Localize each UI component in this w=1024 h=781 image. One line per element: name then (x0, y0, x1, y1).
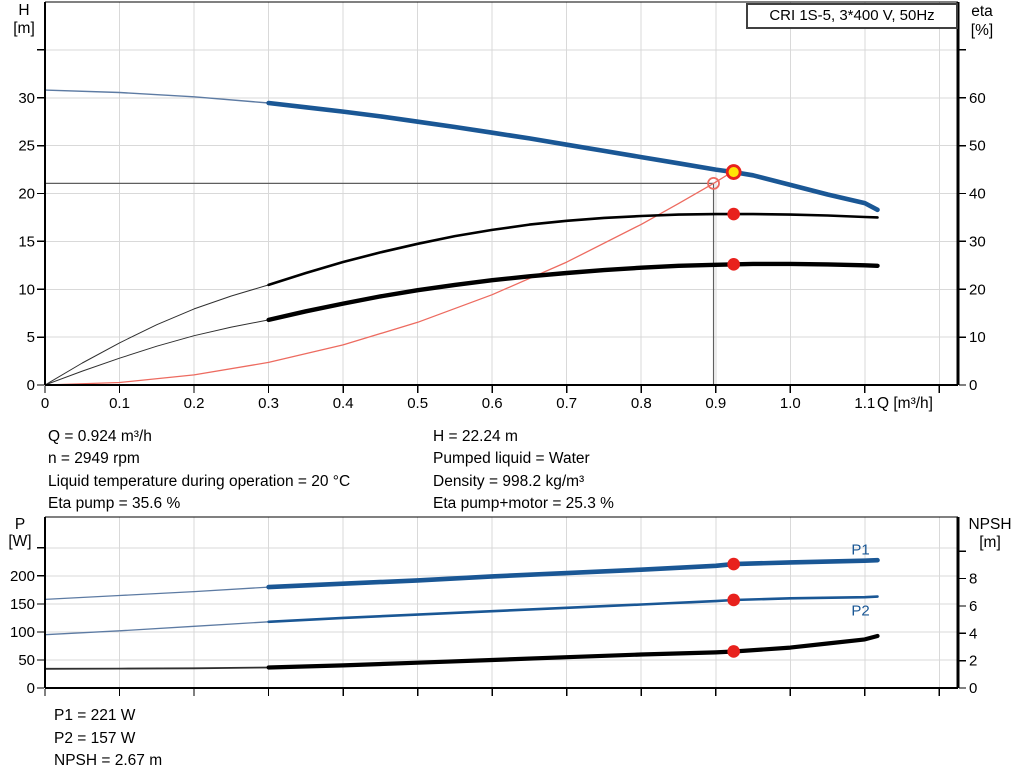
annotation-line: Eta pump+motor = 25.3 % (433, 495, 614, 513)
right-tick-label: 50 (969, 138, 986, 155)
pump-title: CRI 1S-5, 3*400 V, 50Hz (769, 7, 935, 24)
annotation-line: Eta pump = 35.6 % (48, 495, 181, 513)
eta-pump-motor-point (727, 258, 740, 271)
q-axis-label: Q [m³/h] (877, 395, 933, 412)
bottom-chart: 0 50 100 150 200 0 2 4 6 8 P1 P2 (10, 516, 977, 697)
left-tick-label: 0 (27, 680, 35, 697)
right-tick-label: 0 (969, 377, 977, 394)
top-grid (45, 2, 958, 385)
left-tick-label: 15 (18, 233, 35, 250)
annotation-line: H = 22.24 m (433, 428, 518, 445)
npsh-axis-name: NPSH (968, 516, 1012, 533)
eta-axis-name: eta (971, 3, 993, 20)
right-tick-label: 4 (969, 625, 977, 642)
pump-title-box: CRI 1S-5, 3*400 V, 50Hz (746, 3, 958, 29)
left-tick-label: 100 (10, 624, 35, 641)
eta-pump-extended (44, 284, 270, 386)
p1-curve-label: P1 (851, 542, 869, 559)
pump-curve-extended (44, 89, 270, 104)
right-tick-label: 60 (969, 90, 986, 107)
annotation-line: Q = 0.924 m³/h (48, 428, 152, 445)
x-tick-label: 1.0 (780, 395, 801, 412)
annotation-line: P1 = 221 W (54, 707, 136, 724)
left-tick-label: 50 (18, 652, 35, 669)
p1-extended (44, 586, 270, 601)
x-tick-label: 0.4 (333, 395, 354, 412)
left-tick-label: 20 (18, 186, 35, 203)
p-axis-name: P (14, 516, 26, 533)
x-tick-label: 0.7 (556, 395, 577, 412)
x-tick-label: 0.5 (407, 395, 428, 412)
left-tick-label: 150 (10, 596, 35, 613)
npsh-point (727, 645, 740, 658)
p2-curve (267, 595, 879, 624)
top-chart: 0 0.1 0.2 0.3 0.4 0.5 0.6 0.7 0.8 0.9 1.0 1.1 0 5 10 15… (18, 1, 986, 412)
h-axis-unit: [m] (13, 20, 35, 37)
eta-axis-unit: [%] (970, 22, 994, 39)
right-tick-label: 40 (969, 186, 986, 203)
bottom-frame (37, 516, 966, 696)
eta-pump-curve (267, 212, 879, 287)
right-tick-label: 0 (969, 680, 977, 697)
annotation-line: Liquid temperature during operation = 20… (48, 472, 351, 490)
x-tick-label: 1.1 (854, 395, 875, 412)
pump-curve (266, 100, 880, 213)
x-tick-label: 0.2 (184, 395, 205, 412)
right-tick-label: 30 (969, 233, 986, 250)
power-annotations: P1 = 221 W P2 = 157 W NPSH = 2.67 m (54, 705, 162, 773)
x-tick-label: 0.1 (109, 395, 130, 412)
left-tick-label: 25 (18, 138, 35, 155)
duty-annotations-right: H = 22.24 m Pumped liquid = Water Density … (433, 426, 614, 516)
annotation-line: n = 2949 rpm (48, 450, 140, 468)
annotation-line: NPSH = 2.67 m (54, 752, 163, 770)
right-tick-label: 20 (969, 281, 986, 298)
p2-curve-label: P2 (851, 603, 869, 620)
p1-curve (266, 557, 880, 590)
right-tick-label: 6 (969, 598, 977, 615)
annotation-line: P2 = 157 W (54, 729, 136, 747)
rated-duty-point (707, 176, 720, 190)
npsh-curve (266, 633, 880, 670)
eta-pump-motor-curve (266, 261, 880, 323)
eta-pump-point (727, 207, 740, 221)
duty-point (725, 164, 742, 180)
system-curve (44, 170, 735, 386)
right-tick-label: 10 (969, 329, 986, 346)
duty-annotations-left: Q = 0.924 m³/h n = 2949 rpm Liquid tempera… (48, 426, 350, 516)
annotation-line: Pumped liquid = Water (433, 450, 590, 468)
annotation-line: Density = 998.2 kg/m³ (433, 472, 585, 490)
x-tick-label: 0.8 (631, 395, 652, 412)
x-tick-label: 0 (41, 395, 49, 412)
h-axis-name: H (18, 2, 30, 19)
eta-pump-motor-extended (44, 319, 270, 386)
right-tick-label: 2 (969, 653, 977, 670)
right-tick-label: 8 (969, 571, 977, 588)
left-tick-label: 0 (27, 377, 35, 394)
x-tick-label: 0.6 (482, 395, 503, 412)
npsh-axis-unit: [m] (979, 534, 1001, 551)
left-tick-label: 5 (27, 329, 35, 346)
left-tick-label: 30 (18, 90, 35, 107)
hq-plot-area[interactable] (45, 2, 958, 385)
p2-point (727, 593, 740, 607)
npsh-extended (44, 666, 270, 670)
power-npsh-plot-area[interactable] (45, 517, 958, 688)
p1-point (727, 557, 740, 571)
x-tick-label: 0.3 (258, 395, 279, 412)
x-tick-label: 0.9 (705, 395, 726, 412)
top-frame (37, 1, 966, 393)
p-axis-unit: [W] (8, 533, 32, 550)
left-tick-label: 10 (18, 281, 35, 298)
p2-extended (44, 621, 270, 636)
left-tick-label: 200 (10, 568, 35, 585)
